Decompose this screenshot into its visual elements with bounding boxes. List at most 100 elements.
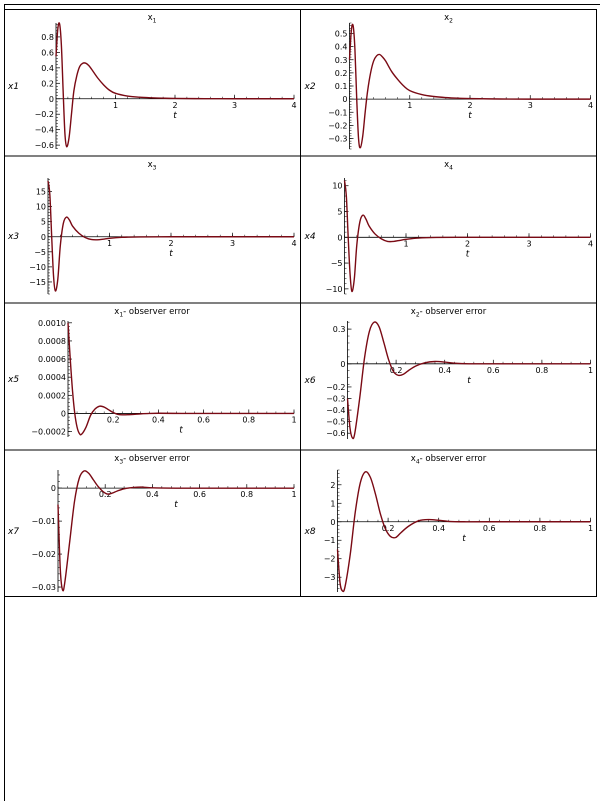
- series-line: [348, 23, 591, 149]
- chart-title-suffix: - observer error: [123, 454, 190, 464]
- y-tick-label: 10: [332, 182, 342, 191]
- y-axis-label: x8: [304, 527, 316, 537]
- x-tick-label: 1: [113, 101, 118, 110]
- chart-panel-8: x4- observer error x8 2 1 0 −1 −2 −3 0.2 0.4 0.6 0.…: [304, 454, 593, 593]
- chart-title: x2- observer error: [411, 307, 487, 319]
- chart-title: x3- observer error: [114, 454, 190, 466]
- x-axis-label: t: [173, 111, 177, 121]
- y-tick-label: −0.2: [326, 383, 345, 392]
- chart-title-main: x: [411, 307, 416, 317]
- page-top-rule: [4, 4, 600, 5]
- chart-title-sub: 2: [449, 18, 453, 25]
- y-tick-label: 0: [51, 484, 56, 493]
- chart-title-sub: 1: [153, 18, 157, 25]
- y-tick-label: −10: [326, 285, 343, 294]
- y-tick-label: 0.0004: [38, 373, 66, 382]
- x-tick-label: 3: [526, 239, 531, 248]
- x-axis-label: t: [468, 111, 472, 121]
- y-tick-label: −0.02: [31, 550, 56, 559]
- x-tick-label: 0.2: [390, 366, 403, 375]
- y-tick-label: 2: [330, 481, 335, 490]
- chart-title-main: x: [114, 454, 119, 464]
- y-tick-label: −0.3: [326, 395, 345, 404]
- series-line: [57, 470, 294, 592]
- chart-panel-7: x3- observer error x7 0 −0.01 −0.02 −0.03 0.2 0…: [7, 454, 297, 592]
- x-tick-label: 1: [403, 239, 408, 248]
- x-tick-label: 0.8: [240, 490, 253, 499]
- x-tick-label: 0.6: [193, 490, 206, 499]
- series-line: [343, 180, 591, 293]
- chart-title-main: x: [444, 13, 449, 23]
- y-tick-label: −0.0002: [31, 428, 66, 437]
- y-tick-label: −0.6: [35, 141, 54, 150]
- y-tick-label: 0.0002: [38, 391, 66, 400]
- x-axis-label: t: [174, 500, 178, 510]
- chart-title-main: x: [411, 454, 416, 464]
- y-axis-label: x1: [7, 82, 19, 92]
- y-tick-label: 0.0006: [38, 355, 66, 364]
- y-axis-label: x5: [7, 375, 19, 385]
- y-tick-label: −10: [29, 263, 46, 272]
- y-tick-label: −3: [324, 573, 336, 582]
- y-tick-label: 0: [330, 518, 335, 527]
- y-tick-label: −1: [324, 536, 336, 545]
- chart-title: x1: [148, 13, 157, 25]
- x-tick-label: 1: [588, 366, 593, 375]
- x-tick-label: 0.2: [99, 490, 112, 499]
- chart-title-sub: 4: [449, 165, 453, 172]
- y-tick-label: −0.01: [31, 517, 56, 526]
- y-tick-label: −0.6: [326, 429, 345, 438]
- chart-title: x2: [444, 13, 453, 25]
- y-tick-label: −0.2: [35, 110, 54, 119]
- y-tick-label: 0: [340, 360, 345, 369]
- x-tick-label: 1: [107, 239, 112, 248]
- x-tick-label: 2: [465, 239, 470, 248]
- x-tick-label: 2: [467, 101, 472, 110]
- x-tick-label: 1: [588, 524, 593, 533]
- x-tick-label: 0.6: [197, 415, 210, 424]
- x-tick-label: 0.4: [146, 490, 159, 499]
- y-tick-label: −15: [29, 278, 46, 287]
- y-tick-label: −5: [34, 248, 46, 257]
- y-axis-label: x4: [304, 232, 316, 242]
- x-axis-label: t: [466, 249, 470, 259]
- y-axis-label: x3: [7, 232, 19, 242]
- y-tick-label: 0.3: [335, 56, 348, 65]
- x-tick-label: 3: [528, 101, 533, 110]
- y-tick-label: 0: [61, 409, 66, 418]
- chart-title-suffix: - observer error: [420, 307, 487, 317]
- x-tick-label: 0.8: [534, 524, 547, 533]
- x-tick-label: 4: [588, 101, 593, 110]
- chart-title-suffix: - observer error: [123, 307, 190, 317]
- x-tick-label: 0.4: [152, 415, 165, 424]
- y-tick-label: −0.3: [328, 135, 347, 144]
- y-tick-label: −2: [324, 555, 336, 564]
- chart-title-sub: 1: [119, 312, 123, 319]
- y-tick-label: 0.0008: [38, 337, 66, 346]
- y-axis-label: x2: [304, 82, 316, 92]
- y-tick-label: 0.0010: [38, 319, 66, 328]
- x-tick-label: 0.4: [438, 366, 451, 375]
- series-line: [336, 470, 591, 593]
- chart-title: x4- observer error: [411, 454, 487, 466]
- y-tick-label: −0.03: [31, 583, 56, 592]
- chart-panel-6: x2- observer error x6 0.3 0 −0.2 −0.3 −0.4 −0.5…: [304, 307, 593, 440]
- x-tick-label: 0.6: [483, 524, 496, 533]
- y-tick-label: −0.2: [328, 121, 347, 130]
- chart-title-suffix: - observer error: [420, 454, 487, 464]
- chart-title-main: x: [148, 160, 153, 170]
- chart-title-main: x: [114, 307, 119, 317]
- chart-title-sub: 3: [119, 459, 123, 466]
- y-tick-label: −0.5: [326, 418, 345, 427]
- y-tick-label: 0: [342, 95, 347, 104]
- x-tick-label: 4: [291, 239, 296, 248]
- x-tick-label: 0.4: [432, 524, 445, 533]
- y-tick-label: −0.1: [328, 108, 347, 117]
- x-axis-label: t: [179, 425, 183, 435]
- x-axis-label: t: [467, 376, 471, 386]
- chart-title-sub: 4: [416, 459, 420, 466]
